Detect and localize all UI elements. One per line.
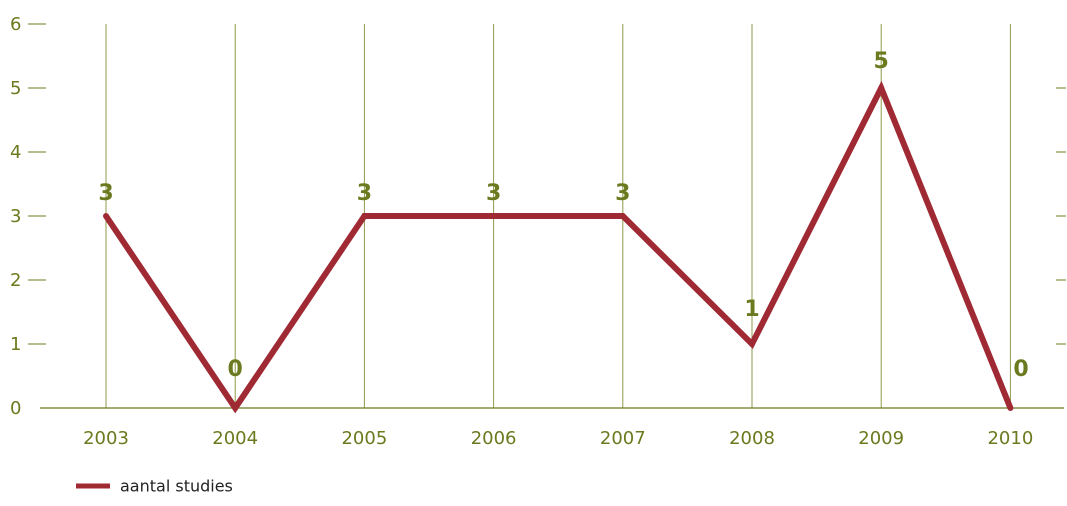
y-tick-label-0: 0 xyxy=(10,398,21,419)
axes xyxy=(28,23,1066,409)
series xyxy=(103,80,1014,414)
data-label-2007: 3 xyxy=(615,181,630,206)
legend-label: aantal studies xyxy=(120,476,233,496)
data-point-2006 xyxy=(490,213,497,219)
x-tick-label-2004: 2004 xyxy=(212,428,258,449)
labels: 0 1 2 3 4 5 6 2003 2004 2005 2006 2007 2008 2009 2010 3… xyxy=(10,14,1033,449)
x-tick-label-2005: 2005 xyxy=(341,428,387,449)
y-tick-label-1: 1 xyxy=(10,334,21,355)
y-tick-label-2: 2 xyxy=(10,270,21,291)
data-label-2006: 3 xyxy=(486,181,501,206)
x-tick-label-2010: 2010 xyxy=(987,428,1033,449)
data-point-2010 xyxy=(1007,405,1014,411)
series-line-0 xyxy=(103,80,1014,414)
data-point-2008 xyxy=(749,341,755,347)
x-tick-label-2007: 2007 xyxy=(600,428,646,449)
data-label-2010: 0 xyxy=(1013,357,1028,382)
y-tick-label-6: 6 xyxy=(10,14,21,35)
data-point-2009 xyxy=(878,85,885,91)
data-label-2003: 3 xyxy=(98,181,113,206)
data-label-2005: 3 xyxy=(357,181,372,206)
legend-swatch xyxy=(76,483,110,489)
x-tick-label-2006: 2006 xyxy=(471,428,517,449)
data-point-2004 xyxy=(232,405,239,411)
x-tick-label-2003: 2003 xyxy=(83,428,129,449)
y-tick-label-3: 3 xyxy=(10,206,21,227)
y-tick-label-4: 4 xyxy=(10,142,21,163)
data-label-2004: 0 xyxy=(228,357,243,382)
data-label-2009: 5 xyxy=(874,49,889,74)
x-tick-label-2008: 2008 xyxy=(729,428,775,449)
data-point-2003 xyxy=(103,213,109,219)
y-tick-label-5: 5 xyxy=(10,78,21,99)
data-label-2008: 1 xyxy=(744,297,759,322)
legend: aantal studies xyxy=(76,477,233,496)
x-tick-label-2009: 2009 xyxy=(858,428,904,449)
data-point-2007 xyxy=(619,213,626,219)
data-point-2005 xyxy=(361,213,368,219)
